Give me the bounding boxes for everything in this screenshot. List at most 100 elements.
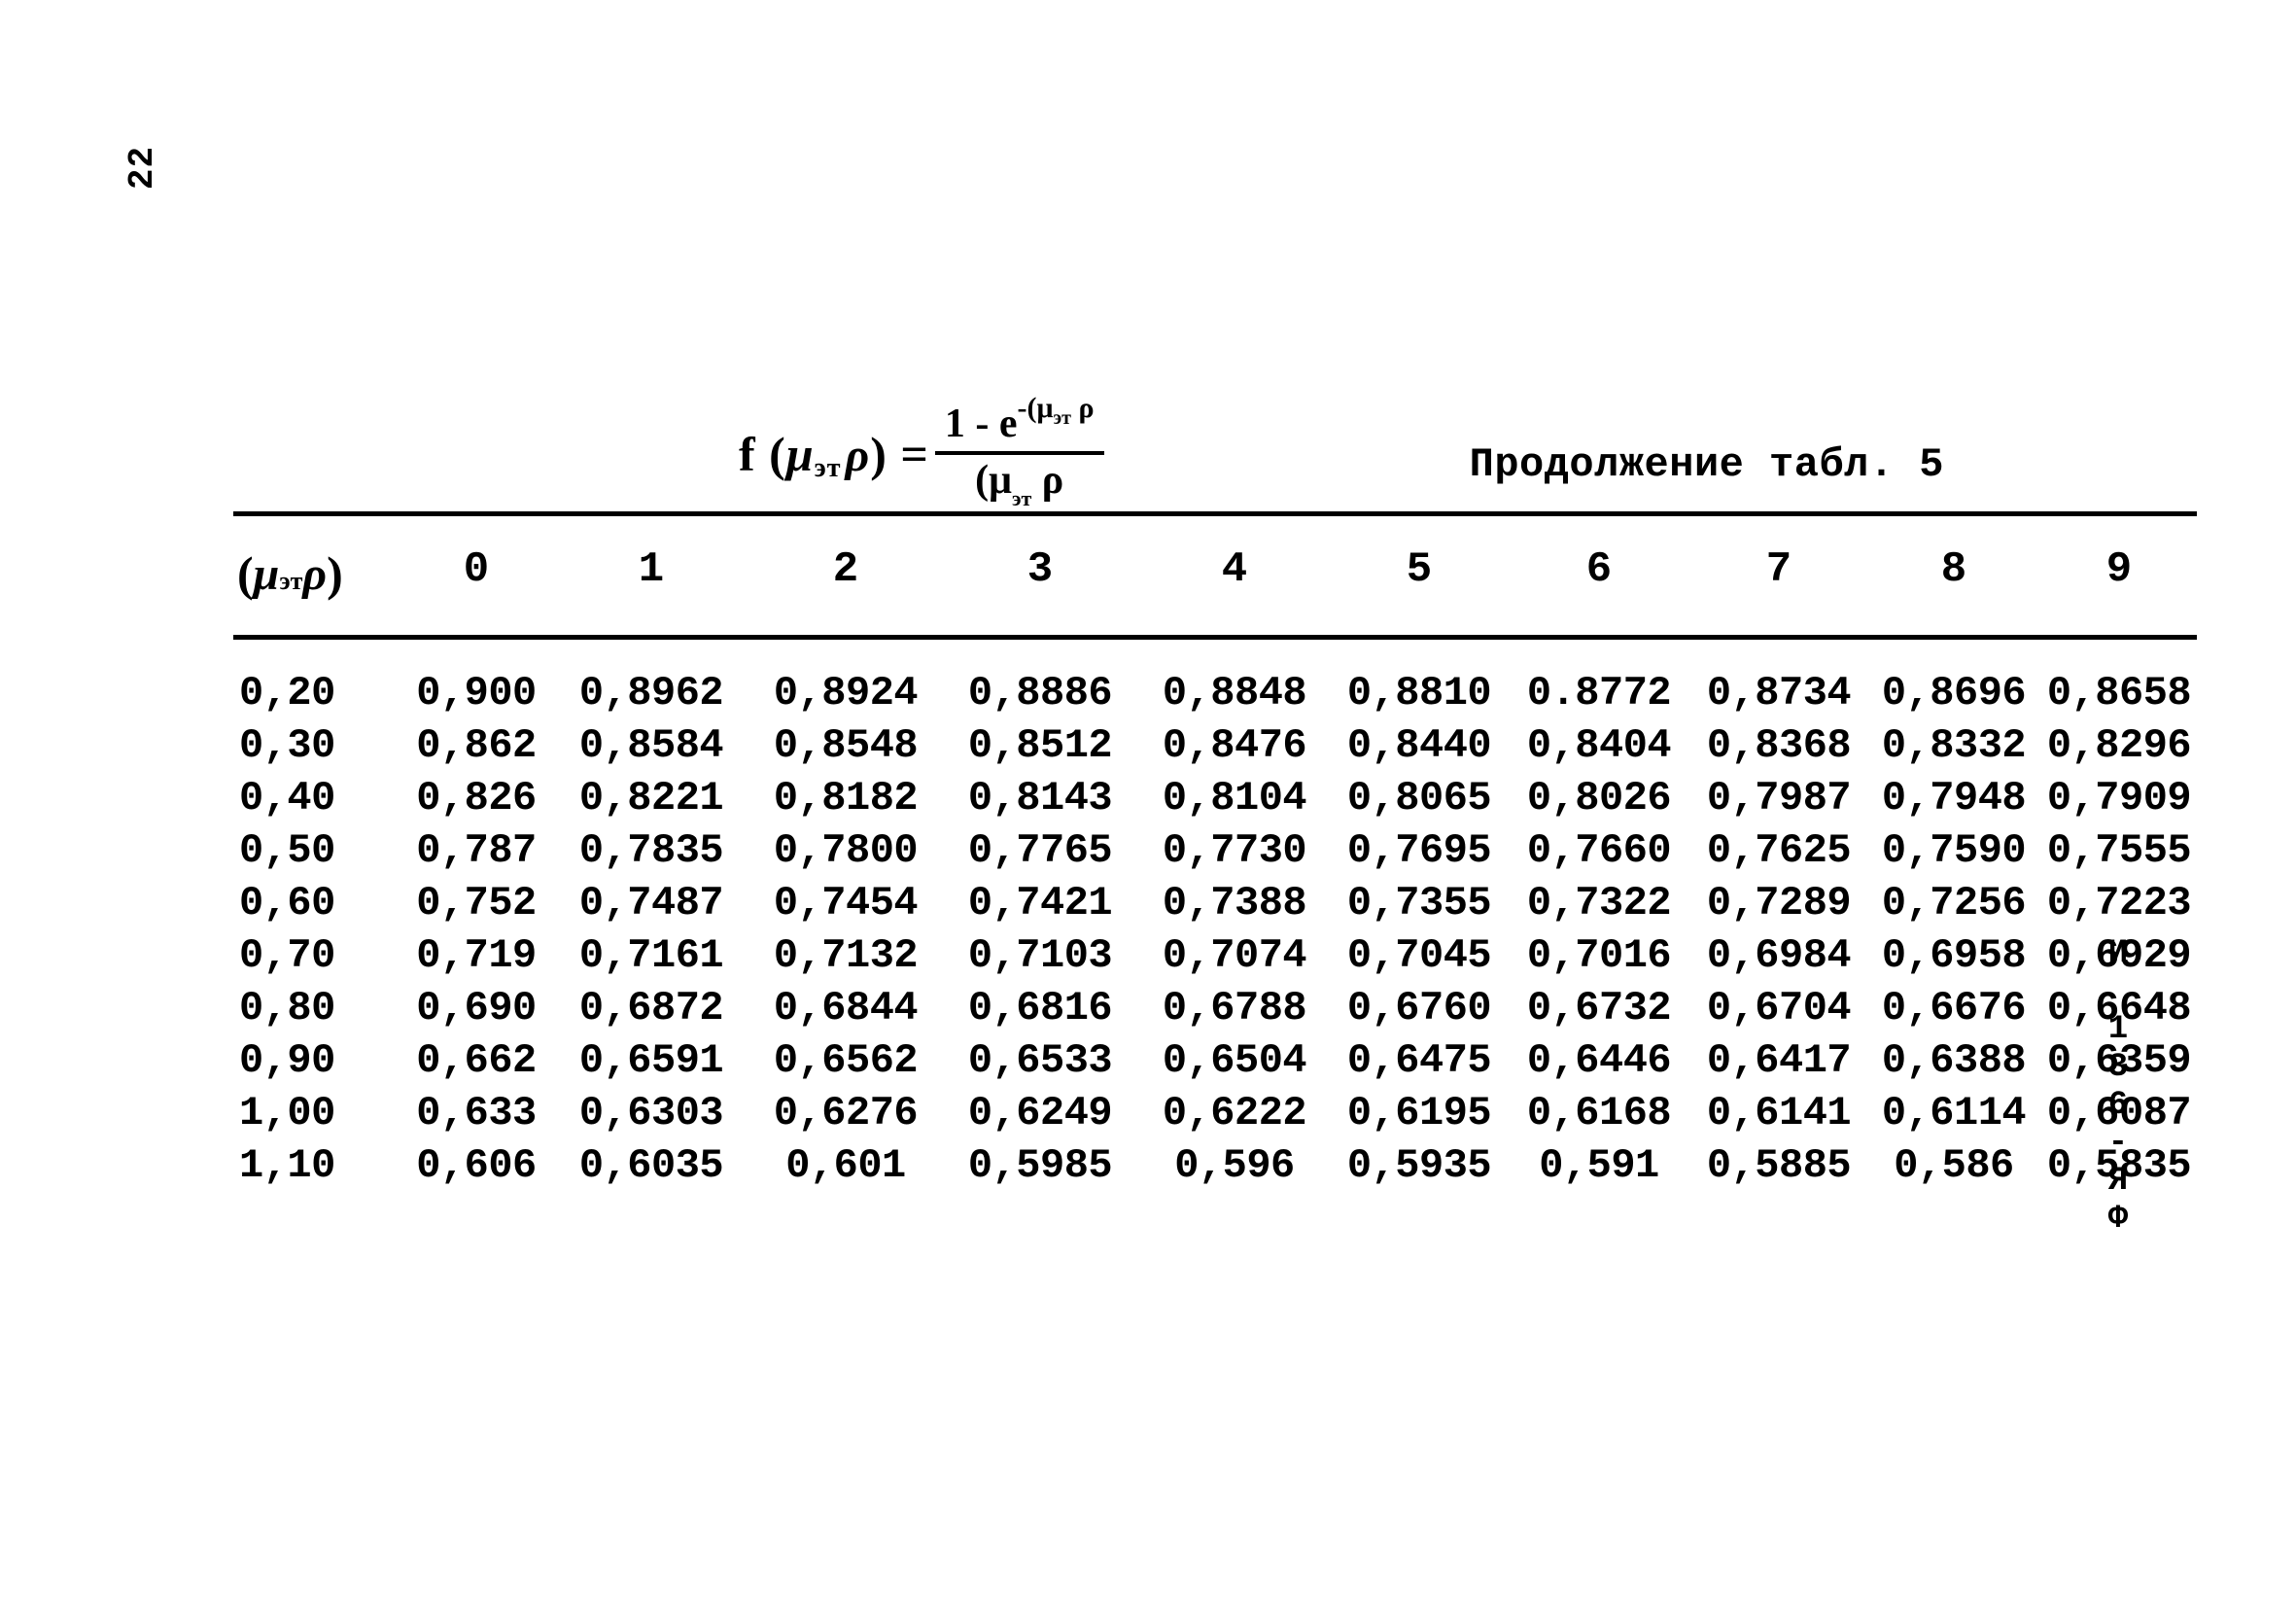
cell: 0,8221 xyxy=(554,778,748,819)
table-header-row: (μэтρ) 0 1 2 3 4 5 6 7 8 9 xyxy=(233,516,2197,635)
formula-fraction: 1 - e-(μэт ρ (μэт ρ xyxy=(935,401,1104,507)
cell: 0,6504 xyxy=(1137,1040,1332,1081)
cell: 0,7625 xyxy=(1691,830,1866,871)
row-key: 0,30 xyxy=(233,725,399,766)
cell: 0,6249 xyxy=(943,1093,1137,1134)
row-key: 0,90 xyxy=(233,1040,399,1081)
col-header: 2 xyxy=(748,545,943,602)
cell: 0,8512 xyxy=(943,725,1137,766)
cell: 0,5885 xyxy=(1691,1145,1866,1186)
cell: 0,900 xyxy=(399,673,554,714)
table-row: 0,300,8620,85840,85480,85120,84760,84400… xyxy=(233,719,2197,772)
table-row: 0,400,8260,82210,81820,81430,81040,80650… xyxy=(233,772,2197,824)
cell: 0,6446 xyxy=(1507,1040,1691,1081)
cell: 0,8182 xyxy=(748,778,943,819)
cell: 0,6929 xyxy=(2041,935,2197,976)
cell: 0,6195 xyxy=(1332,1093,1507,1134)
col-header: 3 xyxy=(943,545,1137,602)
cell: 0,7660 xyxy=(1507,830,1691,871)
cell: 0,7256 xyxy=(1866,883,2041,924)
cell: 0,6984 xyxy=(1691,935,1866,976)
cell: 0,7987 xyxy=(1691,778,1866,819)
cell: 0,7909 xyxy=(2041,778,2197,819)
cell: 0,6844 xyxy=(748,988,943,1029)
col-header: 0 xyxy=(399,545,554,602)
table-body: 0,200,9000,89620,89240,88860,88480,88100… xyxy=(233,640,2197,1192)
cell: 0,7454 xyxy=(748,883,943,924)
cell: 0,606 xyxy=(399,1145,554,1186)
cell: 0,8104 xyxy=(1137,778,1332,819)
cell: 0.8772 xyxy=(1507,673,1691,714)
table-row: 0,900,6620,65910,65620,65330,65040,64750… xyxy=(233,1034,2197,1087)
cell: 0,5935 xyxy=(1332,1145,1507,1186)
cell: 0,8404 xyxy=(1507,725,1691,766)
cell: 0,6359 xyxy=(2041,1040,2197,1081)
formula-row: f (μэтρ) = 1 - e-(μэт ρ (μэт ρ Продолжен… xyxy=(233,391,2197,511)
cell: 0,7765 xyxy=(943,830,1137,871)
cell: 0,591 xyxy=(1507,1145,1691,1186)
formula-lhs: f (μэтρ) = xyxy=(739,426,929,482)
table-row: 0,600,7520,74870,74540,74210,73880,73550… xyxy=(233,877,2197,929)
cell: 0,8696 xyxy=(1866,673,2041,714)
cell: 0,8332 xyxy=(1866,725,2041,766)
row-key: 0,70 xyxy=(233,935,399,976)
mu-symbol: μ xyxy=(786,426,815,482)
cell: 0,719 xyxy=(399,935,554,976)
cell: 0,5835 xyxy=(2041,1145,2197,1186)
cell: 0,6816 xyxy=(943,988,1137,1029)
cell: 0,752 xyxy=(399,883,554,924)
cell: 0,7730 xyxy=(1137,830,1332,871)
row-key: 0,40 xyxy=(233,778,399,819)
table-row: 0,200,9000,89620,89240,88860,88480,88100… xyxy=(233,667,2197,719)
header-variable: (μэтρ) xyxy=(233,545,399,602)
table-container: f (μэтρ) = 1 - e-(μэт ρ (μэт ρ Продолжен… xyxy=(233,391,2197,1192)
cell: 0,7045 xyxy=(1332,935,1507,976)
cell: 0,8026 xyxy=(1507,778,1691,819)
cell: 0,8962 xyxy=(554,673,748,714)
cell: 0,6303 xyxy=(554,1093,748,1134)
cell: 0,7016 xyxy=(1507,935,1691,976)
cell: 0,8476 xyxy=(1137,725,1332,766)
page-number: 22 xyxy=(122,146,162,190)
cell: 0,8368 xyxy=(1691,725,1866,766)
cell: 0,8734 xyxy=(1691,673,1866,714)
col-header: 9 xyxy=(2041,545,2197,602)
cell: 0,862 xyxy=(399,725,554,766)
row-key: 1,10 xyxy=(233,1145,399,1186)
formula: f (μэтρ) = 1 - e-(μэт ρ (μэт ρ xyxy=(739,401,1104,507)
cell: 0,586 xyxy=(1866,1145,2041,1186)
cell: 0,6087 xyxy=(2041,1093,2197,1134)
cell: 0,6872 xyxy=(554,988,748,1029)
col-header: 4 xyxy=(1137,545,1332,602)
cell: 0,6648 xyxy=(2041,988,2197,1029)
table-row: 0,800,6900,68720,68440,68160,67880,67600… xyxy=(233,982,2197,1034)
page: 22 И 136-ЯФ f (μэтρ) = 1 - e-(μэт ρ (μэт… xyxy=(0,0,2296,1608)
cell: 0,6114 xyxy=(1866,1093,2041,1134)
cell: 0,8143 xyxy=(943,778,1137,819)
cell: 0,8924 xyxy=(748,673,943,714)
row-key: 0,80 xyxy=(233,988,399,1029)
cell: 0,6276 xyxy=(748,1093,943,1134)
cell: 0,6760 xyxy=(1332,988,1507,1029)
col-header: 8 xyxy=(1866,545,2041,602)
cell: 0,8440 xyxy=(1332,725,1507,766)
cell: 0,7161 xyxy=(554,935,748,976)
cell: 0,6562 xyxy=(748,1040,943,1081)
cell: 0,690 xyxy=(399,988,554,1029)
cell: 0,8296 xyxy=(2041,725,2197,766)
cell: 0,5985 xyxy=(943,1145,1137,1186)
cell: 0,7948 xyxy=(1866,778,2041,819)
cell: 0,8848 xyxy=(1137,673,1332,714)
cell: 0,662 xyxy=(399,1040,554,1081)
cell: 0,7487 xyxy=(554,883,748,924)
row-key: 0,50 xyxy=(233,830,399,871)
cell: 0,7835 xyxy=(554,830,748,871)
table-row: 0,500,7870,78350,78000,77650,77300,76950… xyxy=(233,824,2197,877)
table-caption: Продолжение табл. 5 xyxy=(1470,441,1944,488)
cell: 0,7103 xyxy=(943,935,1137,976)
cell: 0,596 xyxy=(1137,1145,1332,1186)
cell: 0,7555 xyxy=(2041,830,2197,871)
cell: 0,8065 xyxy=(1332,778,1507,819)
row-key: 0,20 xyxy=(233,673,399,714)
cell: 0,8810 xyxy=(1332,673,1507,714)
